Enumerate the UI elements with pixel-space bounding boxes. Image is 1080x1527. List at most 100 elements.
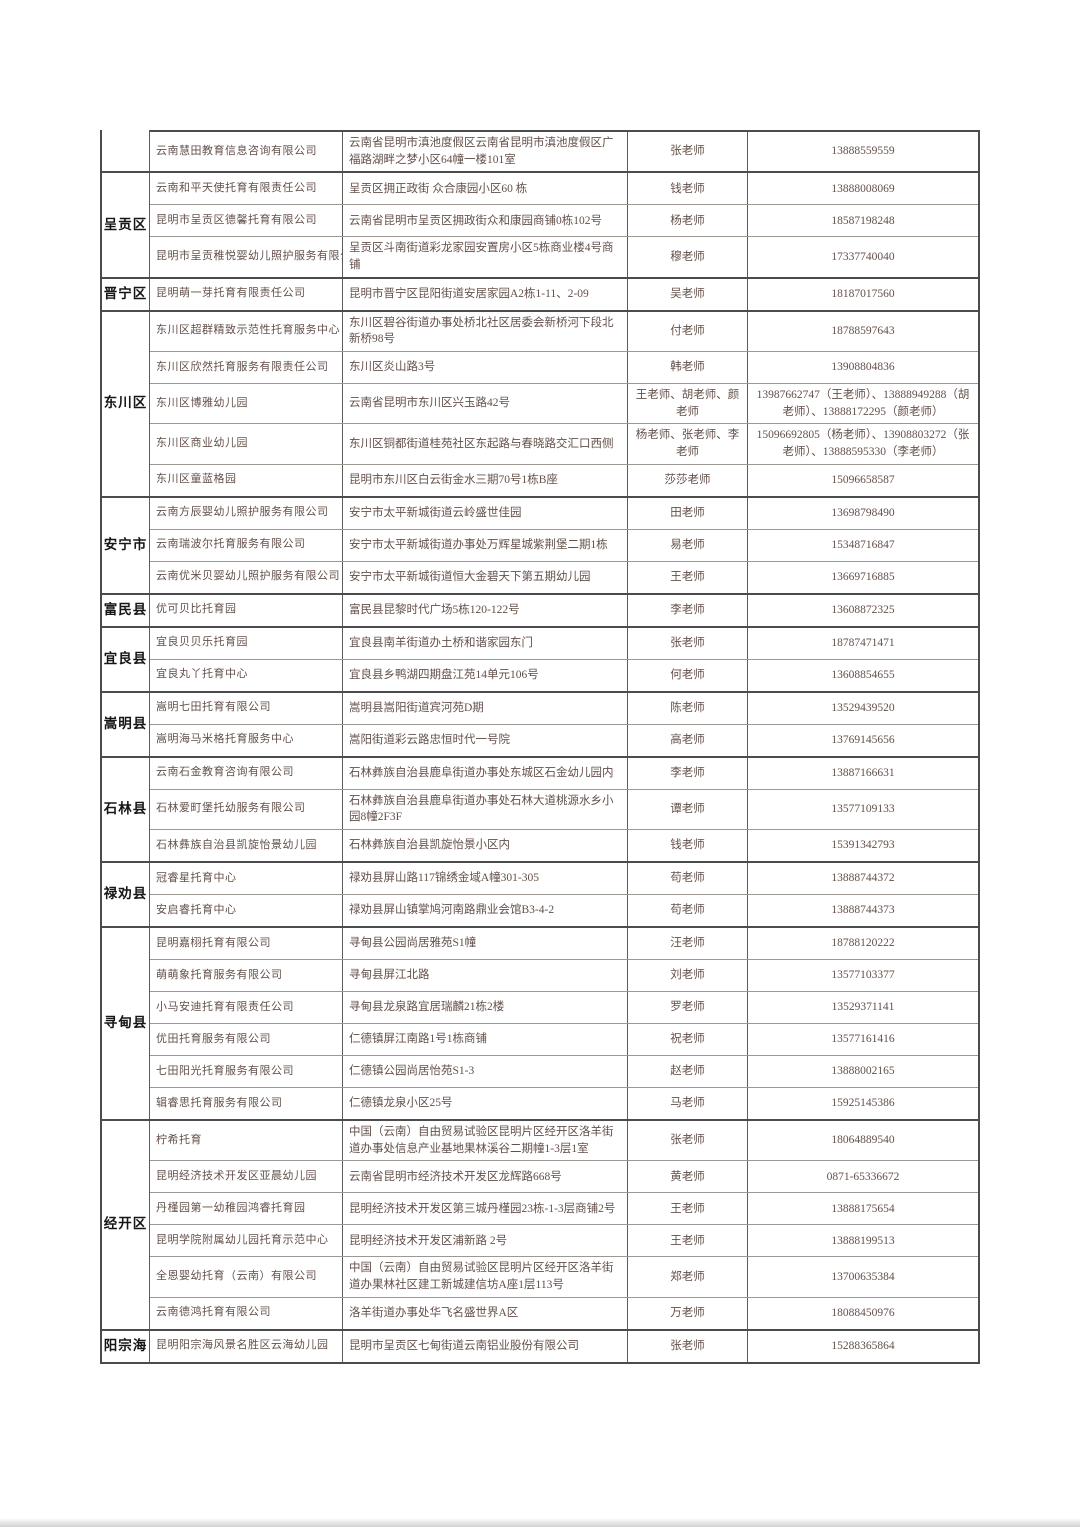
row-group: 昆明萌一芽托育有限责任公司 昆明市晋宁区昆阳街道安居家园A2栋1-11、2-09 吴… xyxy=(150,278,978,310)
teacher-cell: 刘老师 xyxy=(627,960,747,992)
company-cell: 昆明嘉栩托育有限公司 xyxy=(156,936,271,949)
company-cell: 全恩婴幼托育（云南）有限公司 xyxy=(156,1270,317,1283)
table-row: 宜良贝贝乐托育园 宜良县南羊街道办土桥和谐家园东门 张老师 18787471471 xyxy=(150,627,978,659)
table-row: 东川区欣然托育服务有限责任公司 东川区炎山路3号 韩老师 13908804836 xyxy=(150,351,978,384)
teacher-cell: 田老师 xyxy=(627,497,747,529)
table-group: 呈贡区 云南和平天使托育有限责任公司 呈贡区拥正政街 众合康园小区60 栋钱老师 13… xyxy=(102,171,978,277)
company-cell: 昆明萌一芽托育有限责任公司 xyxy=(156,287,306,300)
table-row: 安启睿托育中心 禄劝县屏山镇掌鸠河南路鼎业会馆B3-4-2 苟老师 138887443… xyxy=(150,894,978,927)
address-cell: 安宁市太平新城街道云岭盛世佳园 xyxy=(342,497,627,529)
address-cell: 东川区碧谷街道办事处桥北社区居委会新桥河下段北新桥98号 xyxy=(342,311,627,352)
phone-cell: 18088450976 xyxy=(747,1297,978,1329)
table-group: 嵩明县 嵩明七田托育有限公司 嵩明县嵩阳街道宾河苑D期 陈老师 13529439520 嵩… xyxy=(102,690,978,756)
table-row: 云南石金教育咨询有限公司 石林彝族自治县鹿阜街道办事处东城区石金幼儿园内 李老师 13… xyxy=(150,757,978,789)
company-cell: 云南石金教育咨询有限公司 xyxy=(156,766,294,779)
teacher-cell: 汪老师 xyxy=(627,928,747,960)
table-row: 萌萌象托育服务有限公司 寻甸县屏江北路 刘老师 13577103377 xyxy=(150,959,978,992)
teacher-cell: 钱老师 xyxy=(627,173,747,205)
company-cell: 宜良丸丫托育中心 xyxy=(156,668,248,681)
teacher-cell: 李老师 xyxy=(627,594,747,626)
address-cell: 嵩明县嵩阳街道宾河苑D期 xyxy=(342,692,627,724)
phone-cell: 15096658587 xyxy=(747,464,978,496)
phone-cell: 18587198248 xyxy=(747,205,978,237)
company-cell: 东川区童蓝格园 xyxy=(156,473,237,486)
address-cell: 宜良县乡鸭湖四期盘江苑14单元106号 xyxy=(342,659,627,691)
address-cell: 宜良县南羊街道办土桥和谐家园东门 xyxy=(342,627,627,659)
teacher-cell: 黄老师 xyxy=(627,1161,747,1193)
address-cell: 安宁市太平新城街道办事处万辉星城紫荆堡二期1栋 xyxy=(342,529,627,561)
region-cell: 经开区 xyxy=(102,1121,150,1329)
region-cell: 禄劝县 xyxy=(102,863,150,927)
company-cell: 东川区欣然托育服务有限责任公司 xyxy=(156,360,329,373)
phone-cell: 13700635384 xyxy=(747,1257,978,1297)
region-cell: 安宁市 xyxy=(102,497,150,593)
table-row: 昆明学院附属幼儿园托育示范中心 昆明经济技术开发区浦新路 2号 王老师 1388819… xyxy=(150,1224,978,1257)
teacher-cell: 易老师 xyxy=(627,529,747,561)
address-cell: 云南省昆明市滇池度假区云南省昆明市滇池度假区广福路湖畔之梦小区64幢一楼101室 xyxy=(342,132,627,172)
company-cell: 昆明市呈贡区德馨托育有限公司 xyxy=(156,213,317,226)
table-group: 阳宗海 昆明阳宗海风景名胜区云海幼儿园 昆明市呈贡区七甸街道云南铝业股份有限公司 张老… xyxy=(102,1328,978,1362)
table-row: 冠睿星托育中心 禄劝县屏山路117锦绣金域A幢301-305 苟老师 13888744… xyxy=(150,863,978,895)
address-cell: 石林彝族自治县鹿阜街道办事处东城区石金幼儿园内 xyxy=(342,757,627,789)
row-group: 冠睿星托育中心 禄劝县屏山路117锦绣金域A幢301-305 苟老师 13888744… xyxy=(150,863,978,927)
teacher-cell: 陈老师 xyxy=(627,692,747,724)
table-row: 全恩婴幼托育（云南）有限公司 中国（云南）自由贸易试验区昆明片区经开区洛羊街道办果… xyxy=(150,1256,978,1297)
table-row: 东川区超群精致示范性托育服务中心 东川区碧谷街道办事处桥北社区居委会新桥河下段北新… xyxy=(150,311,978,352)
table-row: 丹槿园第一幼稚园鸿睿托育园 昆明经济技术开发区第三城丹槿园23栋-1-3层商铺2号… xyxy=(150,1192,978,1225)
row-group: 东川区超群精致示范性托育服务中心 东川区碧谷街道办事处桥北社区居委会新桥河下段北新… xyxy=(150,311,978,496)
phone-cell: 13577161416 xyxy=(747,1024,978,1056)
childcare-table: 云南慧田教育信息咨询有限公司 云南省昆明市滇池度假区云南省昆明市滇池度假区广福路湖… xyxy=(100,130,980,1364)
address-cell: 寻甸县公园尚居雅苑S1幢 xyxy=(342,928,627,960)
address-cell: 仁德镇龙泉小区25号 xyxy=(342,1088,627,1120)
address-cell: 禄劝县屏山镇掌鸠河南路鼎业会馆B3-4-2 xyxy=(342,895,627,927)
company-cell: 优可贝比托育园 xyxy=(156,603,237,616)
phone-cell: 13887166631 xyxy=(747,757,978,789)
table-group: 寻甸县 昆明嘉栩托育有限公司 寻甸县公园尚居雅苑S1幢 汪老师 18788120222 萌… xyxy=(102,926,978,1120)
phone-cell: 13987662747（王老师）、13888949288（胡老师）、138881… xyxy=(747,384,978,424)
address-cell: 安宁市太平新城街道恒大金碧天下第五期幼儿园 xyxy=(342,561,627,593)
address-cell: 云南省昆明市经济技术开发区龙辉路668号 xyxy=(342,1161,627,1193)
phone-cell: 17337740040 xyxy=(747,237,978,277)
teacher-cell: 付老师 xyxy=(627,311,747,352)
phone-cell: 15288365864 xyxy=(747,1330,978,1362)
company-cell: 云南慧田教育信息咨询有限公司 xyxy=(156,144,317,157)
company-cell: 昆明学院附属幼儿园托育示范中心 xyxy=(156,1233,329,1246)
company-cell: 安启睿托育中心 xyxy=(156,903,237,916)
phone-cell: 18788597643 xyxy=(747,311,978,352)
teacher-cell: 王老师 xyxy=(627,1225,747,1257)
address-cell: 东川区炎山路3号 xyxy=(342,352,627,384)
row-group: 云南慧田教育信息咨询有限公司 云南省昆明市滇池度假区云南省昆明市滇池度假区广福路湖… xyxy=(150,130,978,172)
address-cell: 石林彝族自治县鹿阜街道办事处石林大道桃源水乡小园8幢2F3F xyxy=(342,789,627,830)
company-cell: 云南瑞波尔托育服务有限公司 xyxy=(156,538,306,551)
table-group: 富民县 优可贝比托育园 富民县昆黎时代广场5栋120-122号 李老师 13608872… xyxy=(102,592,978,626)
address-cell: 昆明市东川区白云街金水三期70号1栋B座 xyxy=(342,464,627,496)
teacher-cell: 赵老师 xyxy=(627,1056,747,1088)
teacher-cell: 张老师 xyxy=(627,1121,747,1161)
company-cell: 云南德鸿托育有限公司 xyxy=(156,1306,271,1319)
phone-cell: 13888175654 xyxy=(747,1193,978,1225)
address-cell: 嵩阳街道彩云路忠恒时代一号院 xyxy=(342,724,627,756)
company-cell: 丹槿园第一幼稚园鸿睿托育园 xyxy=(156,1201,306,1214)
phone-cell: 13908804836 xyxy=(747,352,978,384)
table-row: 优可贝比托育园 富民县昆黎时代广场5栋120-122号 李老师 13608872325 xyxy=(150,594,978,626)
teacher-cell: 穆老师 xyxy=(627,237,747,277)
address-cell: 昆明市呈贡区七甸街道云南铝业股份有限公司 xyxy=(342,1330,627,1362)
row-group: 柠希托育 中国（云南）自由贸易试验区昆明片区经开区洛羊街道办事处信息产业基地果林溪… xyxy=(150,1121,978,1329)
row-group: 昆明阳宗海风景名胜区云海幼儿园 昆明市呈贡区七甸街道云南铝业股份有限公司 张老师 15… xyxy=(150,1330,978,1362)
teacher-cell: 苟老师 xyxy=(627,863,747,895)
phone-cell: 13888559559 xyxy=(747,132,978,172)
phone-cell: 13529439520 xyxy=(747,692,978,724)
teacher-cell: 钱老师 xyxy=(627,830,747,862)
teacher-cell: 祝老师 xyxy=(627,1024,747,1056)
table-group: 宜良县 宜良贝贝乐托育园 宜良县南羊街道办土桥和谐家园东门 张老师 1878747147… xyxy=(102,625,978,691)
phone-cell: 13888002165 xyxy=(747,1056,978,1088)
company-cell: 云南优米贝婴幼儿照护服务有限公司 xyxy=(156,570,340,583)
address-cell: 昆明经济技术开发区第三城丹槿园23栋-1-3层商铺2号 xyxy=(342,1193,627,1225)
address-cell: 东川区铜都街道桂苑社区东起路与春晓路交汇口西侧 xyxy=(342,424,627,464)
address-cell: 石林彝族自治县凯旋怡景小区内 xyxy=(342,830,627,862)
company-cell: 七田阳光托育服务有限公司 xyxy=(156,1064,294,1077)
company-cell: 东川区超群精致示范性托育服务中心 xyxy=(156,324,340,337)
table-row: 小马安迪托育有限责任公司 寻甸县龙泉路宜居瑞麟21栋2楼 罗老师 1352937114… xyxy=(150,991,978,1024)
company-cell: 东川区博雅幼儿园 xyxy=(156,396,248,409)
teacher-cell: 何老师 xyxy=(627,659,747,691)
